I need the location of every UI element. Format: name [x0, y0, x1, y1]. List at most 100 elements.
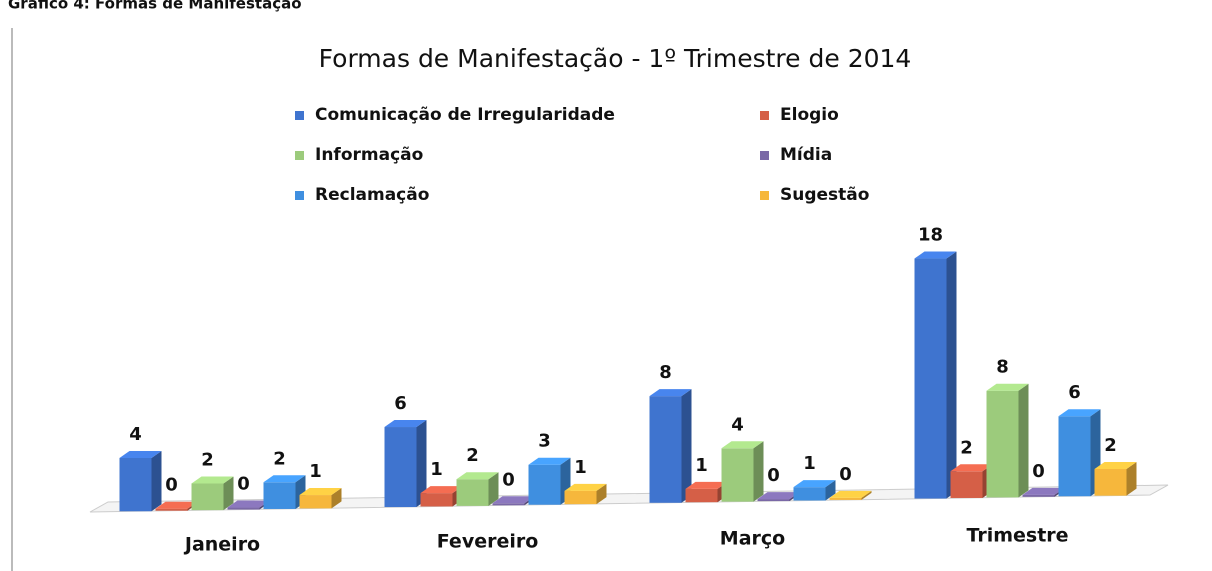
data-label: 1: [309, 461, 322, 482]
data-label: 0: [502, 469, 515, 490]
bar-front: [528, 464, 561, 505]
bar-top: [155, 501, 198, 509]
bar-top: [263, 475, 306, 483]
bar: [1058, 409, 1101, 497]
bar-side: [488, 472, 499, 506]
bar: [829, 490, 872, 500]
bar: [564, 483, 607, 505]
bar: [793, 480, 836, 501]
bar-side: [416, 420, 427, 508]
bar-front: [191, 483, 224, 511]
chart-title: Formas de Manifestação - 1º Trimestre de…: [319, 44, 912, 73]
bar-front: [757, 499, 790, 502]
data-label: 6: [1068, 382, 1081, 403]
bar-top: [119, 450, 162, 458]
bar: [528, 457, 571, 505]
bar-front: [299, 495, 332, 509]
header: Gráfico 4: Formas de Manifestação: [8, 0, 302, 13]
bar: [263, 475, 306, 509]
data-label: 1: [574, 457, 587, 478]
legend-label: Elogio: [780, 105, 839, 125]
data-label: 4: [731, 414, 744, 435]
bar-top: [649, 389, 692, 397]
bar-top: [528, 457, 571, 465]
bar-top: [685, 481, 728, 489]
bar-top: [829, 490, 872, 498]
bar-top: [793, 480, 836, 488]
data-label: 6: [394, 393, 407, 414]
bar-front: [829, 497, 862, 500]
data-label: 2: [960, 437, 973, 458]
bar-side: [946, 251, 957, 499]
data-label: 0: [839, 464, 852, 485]
legend-swatch: [295, 191, 304, 200]
data-label: 2: [201, 449, 214, 470]
bar-side: [151, 450, 162, 512]
bar-front: [793, 487, 826, 501]
bar: [685, 481, 728, 503]
bar-side: [596, 483, 607, 505]
bar-top: [564, 483, 607, 491]
legend-swatch: [295, 111, 304, 120]
bar: [191, 476, 234, 511]
x-tick-label: Trimestre: [966, 525, 1068, 547]
bar-front: [420, 493, 453, 507]
data-label: 8: [996, 357, 1009, 378]
bar-side: [753, 441, 764, 502]
bar: [299, 488, 342, 509]
bar-top: [1058, 409, 1101, 417]
data-label: 8: [659, 362, 672, 383]
legend-label: Comunicação de Irregularidade: [315, 105, 615, 125]
data-label: 0: [165, 475, 178, 496]
legend-swatch: [760, 111, 769, 120]
legend-label: Sugestão: [780, 185, 869, 205]
bar-front: [227, 507, 260, 510]
bar-side: [825, 480, 836, 501]
legend-swatch: [760, 151, 769, 160]
bar-top: [914, 251, 957, 259]
bar-front: [119, 457, 152, 512]
data-label: 2: [273, 448, 286, 469]
bar-front: [384, 427, 417, 508]
data-label: 1: [430, 459, 443, 480]
floor: [89, 484, 1169, 513]
bar-front: [263, 482, 296, 509]
bar: [384, 420, 427, 508]
bar-front: [914, 258, 947, 499]
bar-top: [191, 476, 234, 484]
bar-top: [384, 420, 427, 428]
bar: [721, 441, 764, 502]
bar: [649, 389, 692, 503]
bar: [986, 383, 1029, 498]
data-label: 2: [1104, 435, 1117, 456]
bar-front: [1058, 416, 1091, 497]
bar-top: [986, 383, 1029, 391]
bar-top: [950, 464, 993, 472]
bar-front: [721, 448, 754, 502]
bar: [1094, 462, 1137, 496]
bar: [914, 251, 957, 499]
data-label: 18: [918, 225, 943, 246]
x-tick-label: Fevereiro: [437, 531, 539, 553]
data-label: 1: [803, 453, 816, 474]
bar-front: [1094, 469, 1127, 496]
legend-swatch: [295, 151, 304, 160]
data-label: 0: [767, 465, 780, 486]
bar-top: [299, 488, 342, 496]
bar-front: [155, 508, 188, 511]
bar-front: [649, 396, 682, 503]
data-label: 0: [237, 474, 250, 495]
legend-swatch: [760, 191, 769, 200]
data-label: 1: [695, 455, 708, 476]
x-tick-label: Março: [720, 528, 785, 550]
bar-side: [331, 488, 342, 509]
data-label: 2: [466, 445, 479, 466]
bar-top: [1094, 462, 1137, 470]
bar-front: [1022, 494, 1055, 497]
bar-top: [227, 500, 270, 508]
bar-front: [492, 503, 525, 506]
bar-side: [1126, 462, 1137, 496]
bar-side: [681, 389, 692, 503]
bar: [119, 450, 162, 512]
